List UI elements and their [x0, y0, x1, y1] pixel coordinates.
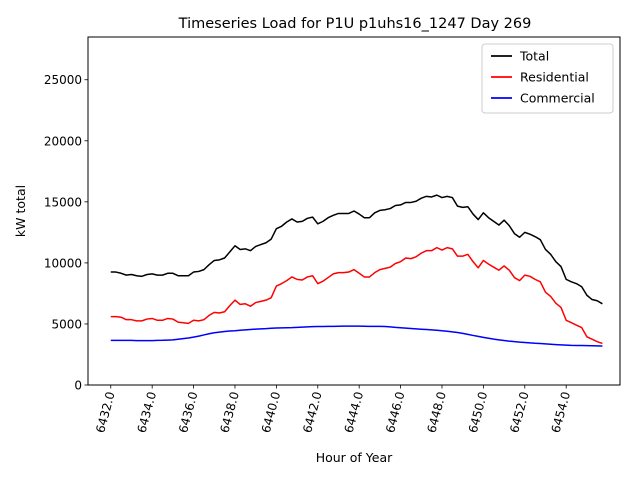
- y-axis-label: kW total: [13, 185, 28, 237]
- chart-title: Timeseries Load for P1U p1uhs16_1247 Day…: [178, 16, 532, 32]
- x-tick-label: 6444.0: [342, 390, 366, 434]
- y-tick-label: 5000: [51, 317, 82, 331]
- y-tick-label: 20000: [44, 134, 82, 148]
- y-tick-label: 25000: [44, 73, 82, 87]
- series-line-residential: [110, 246, 603, 345]
- legend-label-commercial: Commercial: [520, 91, 595, 106]
- legend-label-residential: Residential: [520, 70, 589, 85]
- y-tick-label: 15000: [44, 195, 82, 209]
- y-axis-ticks: 0 5000 10000 15000 20000 25000: [44, 73, 88, 393]
- x-tick-label: 6442.0: [300, 390, 324, 434]
- x-tick-label: 6450.0: [466, 390, 490, 434]
- series-line-total: [110, 194, 603, 305]
- x-tick-label: 6452.0: [507, 390, 531, 434]
- x-axis-label: Hour of Year: [316, 450, 393, 465]
- legend: Total Residential Commercial: [481, 43, 614, 114]
- x-tick-label: 6436.0: [176, 390, 200, 434]
- y-tick-label: 0: [74, 379, 82, 393]
- plot-frame: [87, 36, 621, 386]
- series-line-commercial: [110, 325, 603, 347]
- series-layer: [110, 194, 603, 347]
- x-tick-label: 6448.0: [424, 390, 448, 434]
- legend-box: [481, 43, 614, 114]
- y-tick-label: 10000: [44, 256, 82, 270]
- x-tick-label: 6438.0: [217, 390, 241, 434]
- x-axis-ticks: 6432.0 6434.0 6436.0 6438.0 6440.0 6442.0 6444…: [93, 385, 573, 434]
- x-tick-label: 6432.0: [93, 390, 117, 434]
- x-tick-label: 6434.0: [135, 390, 159, 434]
- x-tick-label: 6440.0: [259, 390, 283, 434]
- legend-label-total: Total: [519, 49, 549, 64]
- x-tick-label: 6446.0: [383, 390, 407, 434]
- x-tick-label: 6454.0: [549, 390, 573, 434]
